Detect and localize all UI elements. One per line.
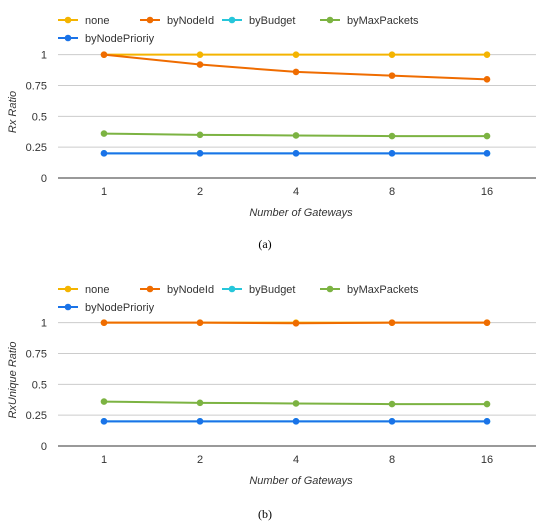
y-tick-label: 0.5 <box>32 379 47 391</box>
x-tick-label: 1 <box>101 454 107 466</box>
y-tick-label: 0.75 <box>26 81 47 93</box>
data-point-byNodePrioriy <box>388 418 396 425</box>
data-point-byNodePrioriy <box>388 150 396 157</box>
data-point-byMaxPackets <box>196 131 204 139</box>
data-point-none <box>483 51 491 58</box>
data-point-byMaxPackets <box>483 132 491 140</box>
y-tick-label: 0.5 <box>32 111 47 123</box>
legend-swatch-marker <box>326 16 334 24</box>
data-point-none <box>388 51 396 58</box>
data-point-byMaxPackets <box>483 400 491 408</box>
legend-item: byNodePrioriy <box>58 302 155 314</box>
x-tick-label: 2 <box>197 186 203 198</box>
data-point-byMaxPackets <box>292 400 300 407</box>
data-point-byNodeId <box>388 72 396 79</box>
chart-a: 0 0.25 0.5 0.75 1 1 2 4 8 16 Number of Gateways Rx … <box>7 15 536 251</box>
legend-label: byNodePrioriy <box>85 302 155 314</box>
x-tick-label: 2 <box>197 454 203 466</box>
legend-label: none <box>85 15 109 27</box>
legend-label: byMaxPackets <box>347 15 419 27</box>
data-point-byNodePrioriy <box>483 418 491 425</box>
legend-item: byBudget <box>222 284 295 296</box>
figure-caption: (a) <box>258 237 271 251</box>
legend-swatch-marker <box>228 16 236 24</box>
legend-item: byBudget <box>222 15 295 27</box>
legend-item: byNodePrioriy <box>58 33 155 45</box>
series-line-byNodeId <box>103 53 488 81</box>
y-tick-label: 0.75 <box>26 349 47 361</box>
data-point-byMaxPackets <box>388 132 396 140</box>
y-axis-title: RxUnique Ratio <box>7 341 19 418</box>
x-tick-label: 4 <box>293 454 299 466</box>
legend-item: byMaxPackets <box>320 284 419 296</box>
x-axis-title: Number of Gateways <box>249 475 353 487</box>
data-point-none <box>292 51 300 58</box>
data-point-byNodeId <box>100 319 108 326</box>
x-axis-title: Number of Gateways <box>249 207 353 219</box>
x-tick-label: 16 <box>481 186 493 198</box>
data-point-byNodePrioriy <box>196 150 204 157</box>
data-point-byNodeId <box>388 319 396 326</box>
data-point-byNodeId <box>292 68 300 76</box>
legend-swatch-marker <box>228 285 236 293</box>
data-point-byNodePrioriy <box>100 418 108 425</box>
legend-swatch-marker <box>64 16 72 24</box>
legend-swatch-marker <box>64 34 72 42</box>
legend-swatch-marker <box>146 16 154 24</box>
data-point-byNodePrioriy <box>292 150 300 157</box>
x-tick-label: 4 <box>293 186 299 198</box>
y-tick-label: 1 <box>41 318 47 330</box>
data-point-byNodePrioriy <box>196 418 204 425</box>
data-point-byMaxPackets <box>196 399 204 407</box>
data-point-byMaxPackets <box>100 130 108 137</box>
legend-label: byMaxPackets <box>347 284 419 296</box>
legend-item: byNodeId <box>140 15 214 27</box>
y-tick-label: 0.25 <box>26 142 47 154</box>
x-tick-label: 8 <box>389 454 395 466</box>
legend-item: none <box>58 284 109 296</box>
y-tick-label: 0 <box>41 173 47 185</box>
figure-caption: (b) <box>258 507 272 521</box>
legend-swatch-marker <box>64 303 72 311</box>
legend-label: none <box>85 284 109 296</box>
legend-swatch-marker <box>326 285 334 293</box>
legend-swatch-marker <box>146 285 154 293</box>
legend-swatch-marker <box>64 285 72 293</box>
data-point-byNodeId <box>196 61 204 68</box>
legend-item: byNodeId <box>140 284 214 296</box>
data-point-byNodePrioriy <box>483 150 491 157</box>
x-tick-label: 8 <box>389 186 395 198</box>
legend-label: byBudget <box>249 15 295 27</box>
legend-item: byMaxPackets <box>320 15 419 27</box>
data-point-byNodePrioriy <box>292 418 300 425</box>
y-tick-label: 1 <box>41 50 47 62</box>
data-point-byMaxPackets <box>100 398 108 405</box>
data-point-none <box>196 51 204 58</box>
y-axis-title: Rx Ratio <box>7 91 19 133</box>
data-point-byNodePrioriy <box>100 150 108 157</box>
data-point-byNodeId <box>483 76 491 83</box>
data-point-byMaxPackets <box>292 132 300 139</box>
y-tick-label: 0.25 <box>26 410 47 422</box>
data-point-byNodeId <box>483 319 491 326</box>
data-point-byNodeId <box>196 319 204 326</box>
data-point-byNodeId <box>100 51 108 58</box>
x-tick-label: 16 <box>481 454 493 466</box>
y-tick-label: 0 <box>41 441 47 453</box>
chart-b: 0 0.25 0.5 0.75 1 1 2 4 8 16 Number of Gateways RxU… <box>7 284 536 521</box>
legend-label: byNodePrioriy <box>85 33 155 45</box>
legend-label: byNodeId <box>167 284 214 296</box>
legend-item: none <box>58 15 109 27</box>
data-point-byMaxPackets <box>388 400 396 408</box>
data-point-byNodeId <box>292 319 300 327</box>
legend-label: byNodeId <box>167 15 214 27</box>
legend-label: byBudget <box>249 284 295 296</box>
x-tick-label: 1 <box>101 186 107 198</box>
